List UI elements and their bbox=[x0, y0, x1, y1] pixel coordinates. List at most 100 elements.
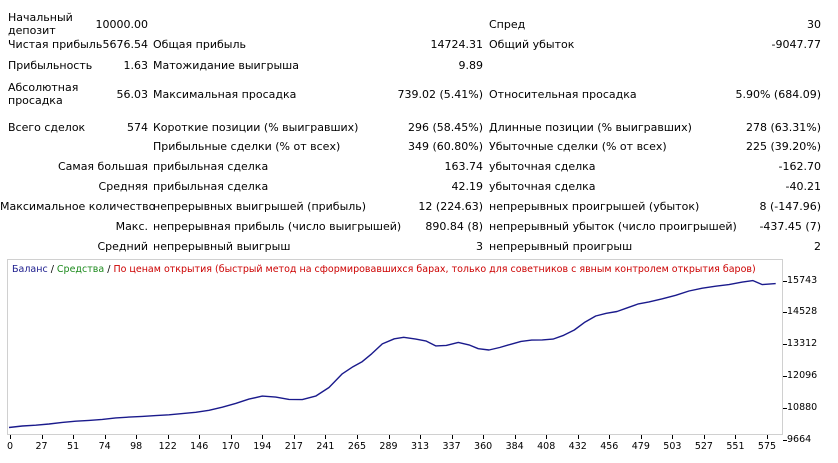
metric-label: Общая прибыль bbox=[153, 38, 246, 51]
y-axis-tick-label: 15743 bbox=[787, 275, 818, 286]
x-axis-tick-label: 432 bbox=[568, 441, 587, 452]
metric-value: -9047.77 bbox=[771, 38, 821, 51]
x-axis-tick-label: 360 bbox=[474, 441, 493, 452]
y-axis-tick-label: 9664 bbox=[787, 434, 812, 445]
metric-label: Самая большая bbox=[57, 160, 148, 173]
metric-value: 349 (60.80%) bbox=[407, 140, 483, 153]
metric-value: 42.19 bbox=[451, 180, 484, 193]
metric-label: Прибыльные сделки (% от всех) bbox=[153, 140, 341, 153]
metric-label: Всего сделок bbox=[8, 121, 86, 134]
x-axis-tick-label: 575 bbox=[757, 441, 777, 452]
legend-mode: По ценам открытия (быстрый метод на сфор… bbox=[113, 264, 756, 275]
metric-value: 890.84 (8) bbox=[425, 220, 483, 233]
metric-label: Максимальное количество bbox=[0, 200, 156, 213]
report-row: Средний непрерывный выигрыш 3 непрерывный п… bbox=[0, 240, 838, 253]
x-axis-tick bbox=[230, 435, 232, 439]
x-axis-tick-label: 289 bbox=[379, 441, 398, 452]
report-row: Средняя прибыльная сделка 42.19 убыточная с… bbox=[0, 180, 838, 193]
metric-label: Чистая прибыль bbox=[8, 38, 103, 51]
x-axis-tick-label: 0 bbox=[6, 441, 14, 452]
x-axis-tick-label: 51 bbox=[67, 441, 80, 452]
x-axis-tick bbox=[356, 435, 358, 439]
report-row: Всего сделок 574 Короткие позиции (% выигр… bbox=[0, 121, 838, 134]
balance-chart bbox=[7, 259, 783, 435]
legend-separator: / bbox=[104, 264, 114, 275]
report-row: Максимальное количество непрерывных выигр… bbox=[0, 200, 838, 213]
metric-label: Короткие позиции (% выигравших) bbox=[153, 121, 359, 134]
metric-label: Общий убыток bbox=[489, 38, 575, 51]
metric-value: 278 (63.31%) bbox=[745, 121, 821, 134]
x-axis-tick bbox=[703, 435, 705, 439]
metric-label: Максимальная просадка bbox=[153, 87, 297, 101]
y-axis-tick-label: 14528 bbox=[787, 306, 818, 317]
metric-label: непрерывный выигрыш bbox=[153, 240, 291, 253]
x-axis-tick bbox=[640, 435, 642, 439]
metric-value: 2 bbox=[814, 240, 821, 253]
y-axis-tick bbox=[783, 408, 787, 409]
x-axis-tick bbox=[262, 435, 264, 439]
metric-value: 5676.54 bbox=[102, 38, 149, 51]
x-axis-tick-label: 241 bbox=[316, 441, 335, 452]
metric-label: Убыточные сделки (% от всех) bbox=[489, 140, 667, 153]
x-axis-tick-label: 456 bbox=[600, 441, 619, 452]
x-axis-tick bbox=[767, 435, 768, 439]
x-axis-tick bbox=[483, 435, 485, 439]
chart-canvas bbox=[8, 279, 776, 429]
metric-label: непрерывный убыток (число проигрышей) bbox=[489, 220, 737, 233]
metric-label: Макс. bbox=[115, 220, 148, 233]
metric-label: Матожидание выигрыша bbox=[153, 59, 299, 72]
x-axis-tick-label: 479 bbox=[631, 441, 650, 452]
x-axis-tick-label: 527 bbox=[694, 441, 713, 452]
metric-value: 5.90% (684.09) bbox=[735, 87, 821, 101]
x-axis-tick-label: 122 bbox=[158, 441, 177, 452]
x-axis-tick-label: 313 bbox=[410, 441, 430, 452]
metric-value: 574 bbox=[127, 121, 148, 134]
x-axis-tick-label: 337 bbox=[442, 441, 461, 452]
y-axis-tick bbox=[783, 440, 787, 441]
y-axis-tick bbox=[783, 312, 787, 313]
report-row: Прибыльность 1.63 Матожидание выигрыша 9.89 bbox=[0, 59, 838, 72]
metric-value: -437.45 (7) bbox=[759, 220, 821, 233]
x-axis-tick bbox=[388, 435, 390, 439]
legend-balance: Баланс bbox=[12, 264, 48, 275]
report-row: Начальный депозит 10000.00 Спред 30 bbox=[0, 11, 838, 37]
metric-label: Относительная просадка bbox=[489, 87, 637, 101]
metric-label: прибыльная сделка bbox=[153, 180, 269, 193]
metric-value: 9.89 bbox=[458, 59, 484, 72]
report-row: Макс. непрерывная прибыль (число выигрыше… bbox=[0, 220, 838, 233]
x-axis-tick-label: 146 bbox=[190, 441, 209, 452]
metric-label: Средняя bbox=[98, 180, 148, 193]
x-axis-tick bbox=[735, 435, 737, 439]
metric-label: непрерывный проигрыш bbox=[489, 240, 633, 253]
metric-label: непрерывных проигрышей (убыток) bbox=[489, 200, 700, 213]
metric-value: 225 (39.20%) bbox=[745, 140, 821, 153]
metric-label: Начальный депозит bbox=[8, 11, 73, 37]
x-axis-tick-label: 217 bbox=[284, 441, 303, 452]
x-axis-tick bbox=[325, 435, 327, 439]
y-axis-tick bbox=[783, 344, 787, 345]
metric-label: Средний bbox=[97, 240, 148, 253]
metric-label: прибыльная сделка bbox=[153, 160, 269, 173]
x-axis-tick bbox=[104, 435, 106, 439]
x-axis-tick bbox=[136, 435, 138, 439]
x-axis-tick-label: 27 bbox=[35, 441, 48, 452]
metric-value: 1.63 bbox=[123, 59, 149, 72]
metric-value: 8 (-147.96) bbox=[759, 200, 821, 213]
metric-value: 163.74 bbox=[444, 160, 484, 173]
x-axis-tick bbox=[577, 435, 579, 439]
x-axis-tick-label: 170 bbox=[221, 441, 240, 452]
x-axis-tick bbox=[672, 435, 674, 439]
metric-value: -162.70 bbox=[778, 160, 821, 173]
x-axis-tick bbox=[546, 435, 548, 439]
y-axis-tick-label: 12096 bbox=[787, 370, 818, 381]
metric-value: 14724.31 bbox=[430, 38, 484, 51]
x-axis-tick-label: 384 bbox=[505, 441, 524, 452]
x-axis-tick-label: 194 bbox=[253, 441, 272, 452]
metric-value: 739.02 (5.41%) bbox=[397, 87, 483, 101]
metric-value: 10000.00 bbox=[95, 17, 149, 31]
x-axis-tick bbox=[451, 435, 453, 439]
legend-separator: / bbox=[47, 264, 57, 275]
x-axis-tick bbox=[41, 435, 43, 439]
x-axis-tick bbox=[514, 435, 516, 439]
x-axis-tick bbox=[10, 435, 11, 439]
